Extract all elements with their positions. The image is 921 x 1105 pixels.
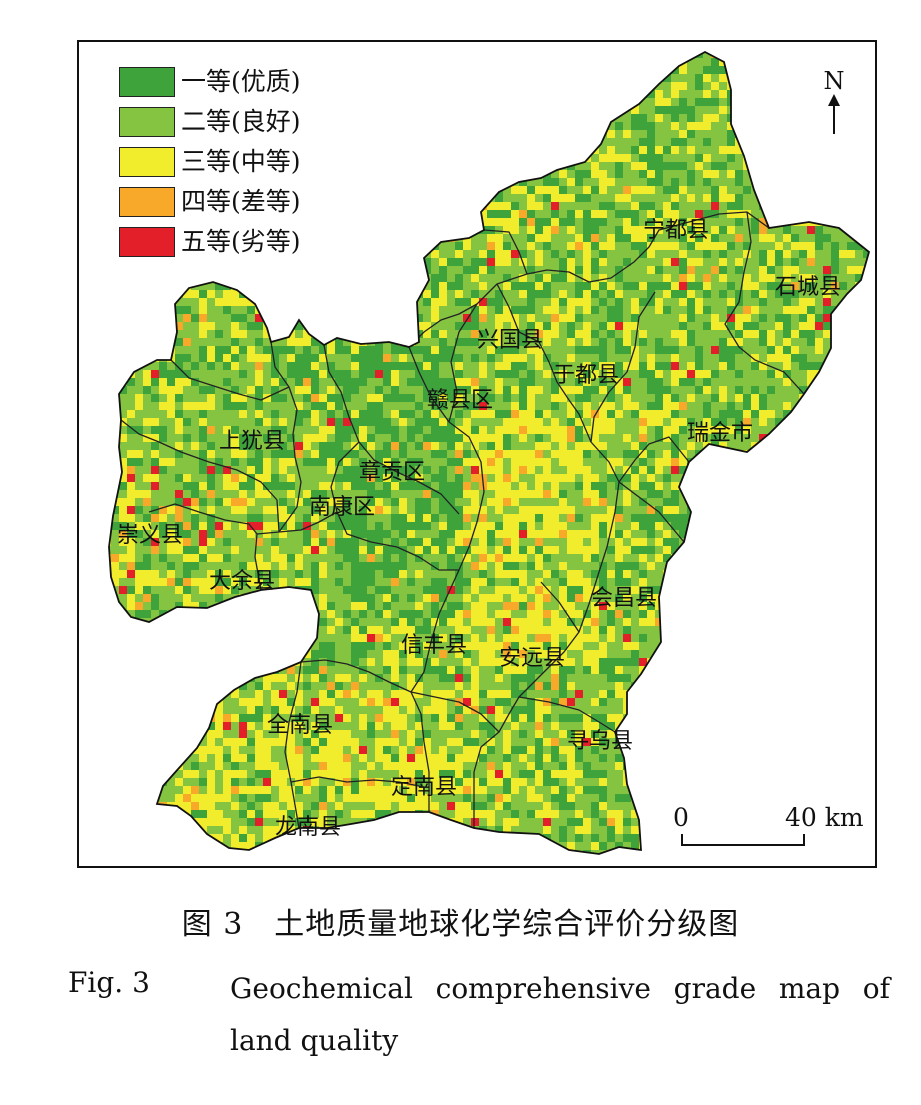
county-label-xunwu: 寻乌县 <box>567 729 633 754</box>
figure-caption-en-text: Geochemical comprehensive grade map of l… <box>230 972 890 1057</box>
figure-caption-en-label: Fig. 3 <box>68 966 150 999</box>
legend-item-grade-5: 五等(劣等) <box>119 222 301 262</box>
legend-item-grade-1: 一等(优质) <box>119 62 301 102</box>
boundary-line <box>518 696 616 733</box>
county-label-longnan: 龙南县 <box>275 815 341 840</box>
boundary-line <box>618 481 685 543</box>
county-labels: 宁都县 石城县 兴国县 于都县 赣县区 瑞金市 上犹县 章贡区 南康区 崇义县 … <box>117 218 841 840</box>
boundary-line <box>284 661 302 829</box>
map-frame: 宁都县 石城县 兴国县 于都县 赣县区 瑞金市 上犹县 章贡区 南康区 崇义县 … <box>77 40 877 868</box>
boundary-line <box>410 421 485 693</box>
boundary-line <box>323 344 460 515</box>
legend-label: 五等(劣等) <box>181 227 301 256</box>
county-label-nankang: 南康区 <box>309 495 375 520</box>
county-label-zhanggong: 章贡区 <box>359 460 425 485</box>
north-arrow-icon <box>828 94 840 134</box>
map-canvas: 宁都县 石城县 兴国县 于都县 赣县区 瑞金市 上犹县 章贡区 南康区 崇义县 … <box>108 51 870 855</box>
county-label-ruijin: 瑞金市 <box>687 421 753 446</box>
legend-item-grade-4: 四等(差等) <box>119 182 301 222</box>
north-arrow: N <box>819 68 849 134</box>
legend-swatch <box>119 227 175 257</box>
legend-label: 一等(优质) <box>181 67 301 96</box>
county-label-dayu: 大余县 <box>209 569 275 594</box>
north-label: N <box>823 67 845 95</box>
boundary-line <box>170 359 290 401</box>
boundary-line <box>270 341 302 533</box>
legend-item-grade-3: 三等(中等) <box>119 142 301 182</box>
scale-tick <box>681 834 683 846</box>
scale-bar: 0 40 km <box>673 803 864 854</box>
boundary-line <box>256 511 338 535</box>
boundary-line <box>300 659 430 812</box>
scale-line <box>681 844 805 846</box>
county-label-dingnan: 定南县 <box>391 775 457 800</box>
scale-tick <box>803 834 805 846</box>
county-label-huichang: 会昌县 <box>591 586 657 611</box>
county-label-xingguo: 兴国县 <box>477 328 543 353</box>
boundary-line <box>330 441 459 571</box>
scale-end-label: 40 km <box>785 803 864 832</box>
legend-swatch <box>119 147 175 177</box>
county-boundaries <box>120 211 805 829</box>
county-label-shangyou: 上犹县 <box>219 429 285 454</box>
county-label-anyuan: 安远县 <box>499 646 565 671</box>
boundary-line <box>618 436 690 483</box>
legend-item-grade-2: 二等(良好) <box>119 102 301 142</box>
boundary-line <box>290 776 425 788</box>
boundary-line <box>724 211 805 395</box>
boundary-line <box>496 283 592 443</box>
scale-zero-label: 0 <box>673 803 689 832</box>
boundary-line <box>120 419 280 533</box>
boundary-line <box>473 291 656 828</box>
boundary-line <box>410 691 500 733</box>
county-label-ningdu: 宁都县 <box>643 218 709 243</box>
legend-label: 四等(差等) <box>181 187 301 216</box>
boundary-line <box>448 303 478 423</box>
county-label-ganxian: 赣县区 <box>427 388 493 413</box>
map-legend: 一等(优质) 二等(良好) 三等(中等) 四等(差等) 五等(劣等) <box>119 62 301 262</box>
boundary-line <box>483 229 528 275</box>
county-label-quannan: 全南县 <box>267 713 333 738</box>
legend-label: 三等(中等) <box>181 147 301 176</box>
county-label-shicheng: 石城县 <box>775 275 841 300</box>
legend-swatch <box>119 107 175 137</box>
legend-label: 二等(良好) <box>181 107 301 136</box>
boundary-line <box>540 581 580 633</box>
county-label-xinfeng: 信丰县 <box>401 633 467 658</box>
county-label-chongyi: 崇义县 <box>117 523 183 548</box>
figure-caption-cn: 图 3 土地质量地球化学综合评价分级图 <box>181 907 740 942</box>
legend-swatch <box>119 187 175 217</box>
boundary-line <box>408 211 770 348</box>
boundary-line <box>148 503 262 591</box>
county-label-yudu: 于都县 <box>553 363 619 388</box>
boundary-line <box>408 346 450 423</box>
legend-swatch <box>119 67 175 97</box>
